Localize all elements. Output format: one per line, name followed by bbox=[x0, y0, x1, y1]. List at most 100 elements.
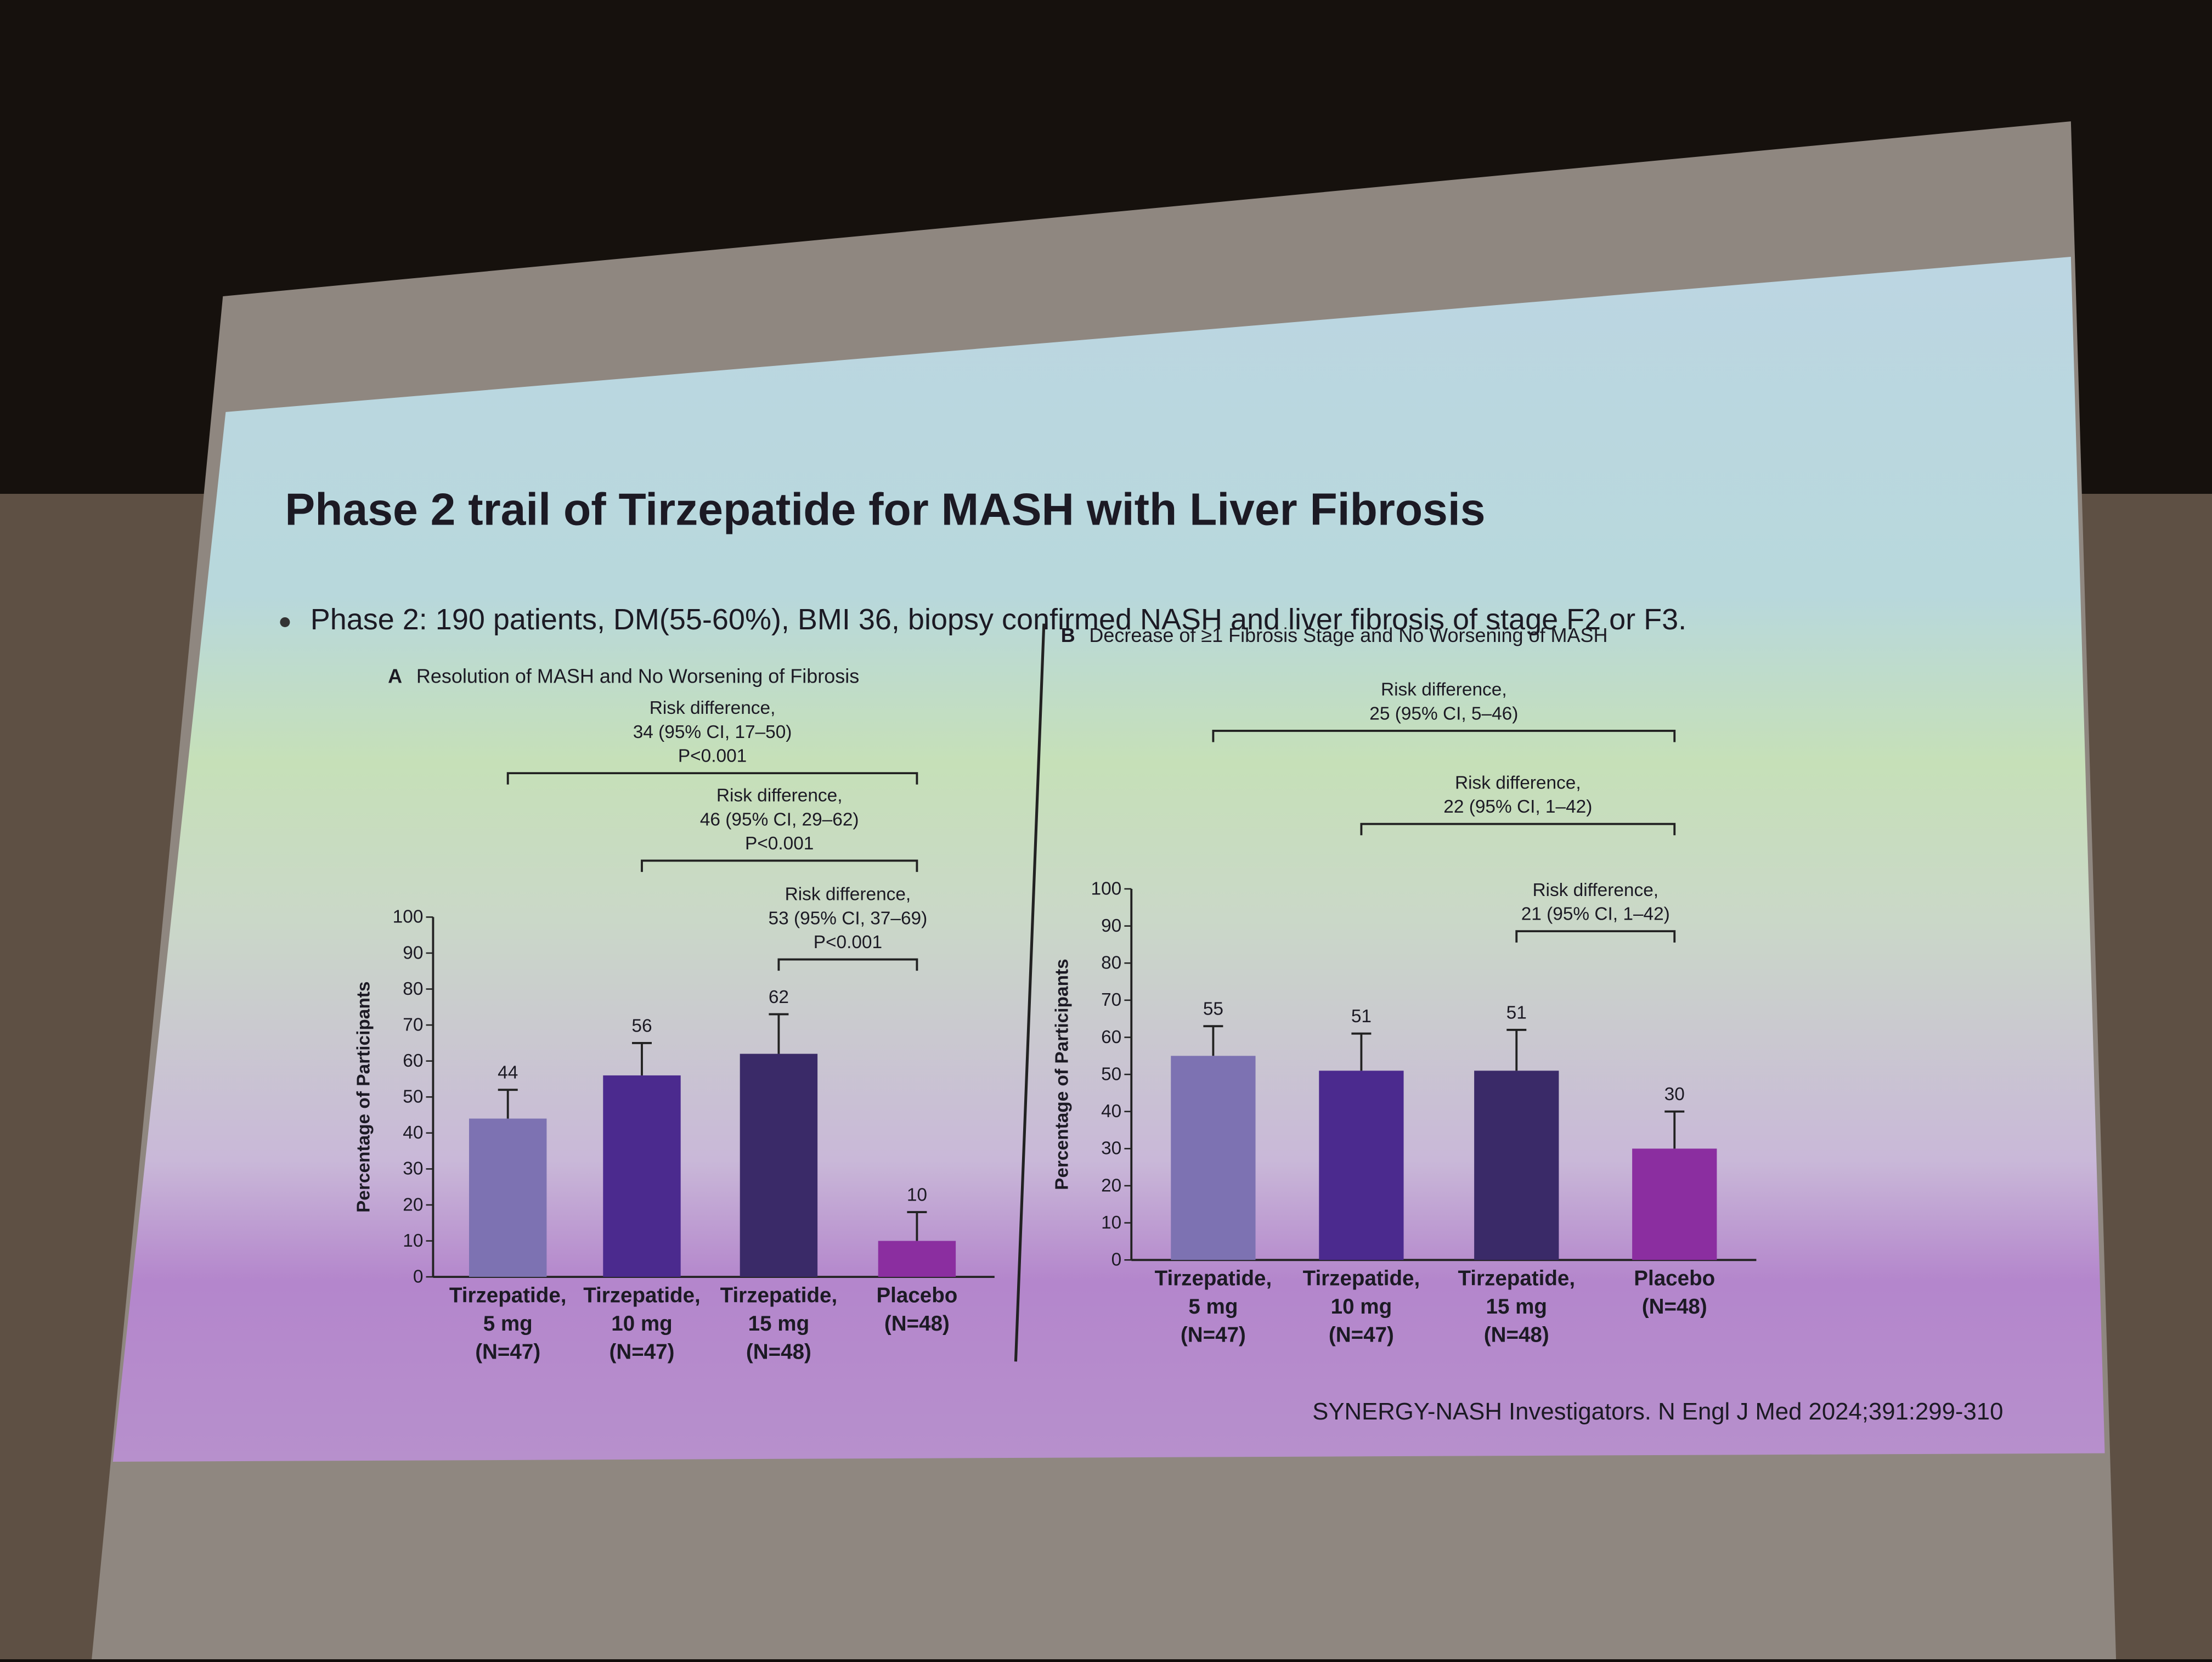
error-bar bbox=[907, 1211, 927, 1241]
bar bbox=[1171, 1056, 1256, 1260]
y-tick-label: 0 bbox=[413, 1266, 424, 1287]
x-tick-label-line: (N=48) bbox=[1642, 1295, 1707, 1319]
annotation: 21 (95% CI, 1–42) bbox=[1521, 904, 1670, 925]
x-tick-label-line: 5 mg bbox=[1188, 1295, 1238, 1319]
x-tick-label-line: Tirzepatide, bbox=[449, 1283, 567, 1307]
bar bbox=[1632, 1148, 1717, 1260]
slide-group: Phase 2 trail of Tirzepatide for MASH wi… bbox=[92, 121, 2117, 1659]
y-axis-label: Percentage of Participants bbox=[1052, 959, 1073, 1190]
x-tick-label-line: (N=48) bbox=[746, 1340, 811, 1364]
bracket bbox=[777, 958, 918, 971]
error-bar bbox=[1351, 1032, 1372, 1071]
annotation: Risk difference, bbox=[1455, 773, 1581, 793]
bar bbox=[740, 1053, 818, 1277]
x-tick-label: Tirzepatide, 10 mg (N=47) bbox=[583, 1283, 701, 1364]
y-tick-label: 50 bbox=[1101, 1064, 1121, 1084]
annotation: 53 (95% CI, 37–69) bbox=[769, 908, 928, 928]
bracket bbox=[1212, 730, 1676, 742]
panel-title-text: Decrease of ≥1 Fibrosis Stage and No Wor… bbox=[1089, 624, 1607, 646]
annotation: 25 (95% CI, 5–46) bbox=[1369, 703, 1518, 724]
y-tick-label: 20 bbox=[403, 1195, 423, 1215]
x-tick-label-line: Placebo bbox=[876, 1283, 957, 1307]
x-tick-label-line: Tirzepatide, bbox=[720, 1283, 838, 1307]
annotation: P<0.001 bbox=[745, 833, 814, 854]
bullet-text: Phase 2: 190 patients, DM(55-60%), BMI 3… bbox=[311, 603, 1686, 636]
y-tick-label: 80 bbox=[403, 979, 423, 999]
bar bbox=[1319, 1071, 1404, 1260]
x-tick-label-line: Placebo bbox=[1634, 1267, 1715, 1291]
y-tick-label: 90 bbox=[1101, 916, 1121, 936]
bar bbox=[469, 1118, 547, 1277]
error-bar bbox=[498, 1089, 518, 1119]
error-bar bbox=[1203, 1025, 1223, 1056]
x-tick-label: Tirzepatide, 5 mg (N=47) bbox=[1155, 1267, 1272, 1347]
y-tick-label: 20 bbox=[1101, 1175, 1121, 1196]
value-label: 44 bbox=[498, 1063, 518, 1083]
y-tick-label: 30 bbox=[1101, 1139, 1121, 1159]
annotation: Risk difference, bbox=[716, 786, 843, 806]
x-tick-label-line: Tirzepatide, bbox=[1303, 1267, 1420, 1291]
x-tick-label-line: 10 mg bbox=[611, 1312, 672, 1336]
x-tick-label-line: (N=47) bbox=[1329, 1323, 1394, 1346]
panel-letter: B bbox=[1061, 624, 1075, 646]
panel-letter: A bbox=[388, 665, 402, 688]
y-tick-label: 80 bbox=[1101, 953, 1121, 973]
x-tick-label: Placebo (N=48) bbox=[1634, 1267, 1715, 1319]
panel-title: A Resolution of MASH and No Worsening of … bbox=[388, 665, 859, 688]
x-tick-label: Tirzepatide, 15 mg (N=48) bbox=[1458, 1267, 1575, 1347]
annotation: 46 (95% CI, 29–62) bbox=[700, 809, 859, 830]
value-label: 56 bbox=[631, 1016, 652, 1036]
y-tick-label: 10 bbox=[1101, 1213, 1121, 1233]
bracket bbox=[641, 859, 918, 872]
annotation: Risk difference, bbox=[1532, 880, 1658, 900]
x-tick-label: Tirzepatide, 5 mg (N=47) bbox=[449, 1283, 567, 1364]
x-tick-label-line: (N=47) bbox=[610, 1340, 675, 1364]
panel-title-text: Resolution of MASH and No Worsening of F… bbox=[416, 665, 859, 688]
x-tick-label-line: Tirzepatide, bbox=[583, 1283, 701, 1307]
y-tick-label: 100 bbox=[1091, 878, 1122, 899]
annotation: 34 (95% CI, 17–50) bbox=[633, 722, 792, 742]
y-tick-label: 70 bbox=[403, 1015, 423, 1035]
panel-title: B Decrease of ≥1 Fibrosis Stage and No Wo… bbox=[1061, 624, 1608, 646]
y-tick-label: 50 bbox=[403, 1087, 423, 1107]
value-label: 62 bbox=[769, 987, 789, 1007]
x-tick-label-line: (N=47) bbox=[475, 1340, 540, 1364]
divider bbox=[1014, 623, 1046, 1362]
bracket bbox=[1360, 822, 1676, 836]
bullet-dot bbox=[280, 617, 290, 627]
annotation: P<0.001 bbox=[814, 932, 882, 953]
x-tick-label-line: 15 mg bbox=[748, 1312, 809, 1336]
y-tick-label: 100 bbox=[393, 907, 424, 927]
bar bbox=[878, 1241, 956, 1277]
bracket bbox=[1515, 930, 1676, 943]
y-tick-label: 10 bbox=[403, 1231, 423, 1251]
x-tick-label-line: Tirzepatide, bbox=[1458, 1267, 1575, 1291]
slide bbox=[112, 256, 2105, 1462]
y-tick-label: 0 bbox=[1111, 1250, 1122, 1270]
value-label: 51 bbox=[1506, 1002, 1527, 1023]
x-tick-label-line: (N=48) bbox=[884, 1312, 950, 1336]
y-tick-label: 40 bbox=[1101, 1101, 1121, 1122]
x-tick-label-line: (N=47) bbox=[1181, 1323, 1246, 1346]
y-tick-label: 40 bbox=[403, 1123, 423, 1143]
x-tick-label-line: Tirzepatide, bbox=[1155, 1267, 1272, 1291]
y-axis-label: Percentage of Participants bbox=[354, 982, 374, 1213]
value-label: 51 bbox=[1351, 1006, 1372, 1027]
error-bar bbox=[1664, 1110, 1685, 1149]
y-tick-label: 60 bbox=[403, 1051, 423, 1071]
annotation: 22 (95% CI, 1–42) bbox=[1443, 797, 1592, 817]
error-bar bbox=[631, 1041, 652, 1075]
y-tick-label: 70 bbox=[1101, 990, 1121, 1010]
annotation: Risk difference, bbox=[1381, 680, 1507, 700]
value-label: 10 bbox=[907, 1185, 927, 1205]
bar bbox=[603, 1075, 681, 1277]
x-tick-label-line: 5 mg bbox=[483, 1312, 533, 1336]
x-tick-label-line: 10 mg bbox=[1331, 1295, 1392, 1319]
citation: SYNERGY-NASH Investigators. N Engl J Med… bbox=[1312, 1398, 2003, 1425]
error-bar bbox=[769, 1013, 789, 1054]
y-tick-label: 60 bbox=[1101, 1027, 1121, 1047]
annotation: P<0.001 bbox=[678, 746, 747, 767]
annotation: Risk difference, bbox=[650, 698, 776, 718]
